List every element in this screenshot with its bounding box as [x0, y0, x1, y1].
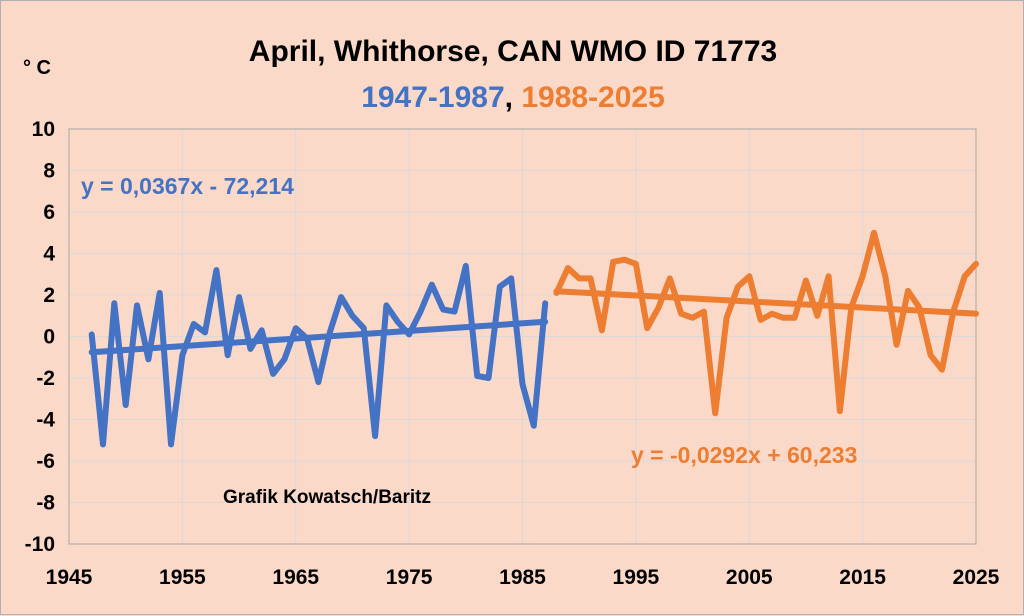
x-tick-label: 1955: [159, 566, 206, 589]
x-tick-label: 1965: [272, 566, 319, 589]
series-line-0: [88, 262, 549, 448]
y-tick-label: 2: [43, 284, 55, 307]
y-tick-label: 10: [32, 118, 55, 141]
chart-title: April, Whithorse, CAN WMO ID 71773: [249, 35, 777, 68]
x-tick-label: 1985: [499, 566, 546, 589]
subtitle-separator: ,: [505, 81, 522, 114]
y-tick-label: 0: [43, 326, 55, 349]
y-tick-label: -6: [36, 450, 55, 473]
x-tick-label: 2015: [839, 566, 886, 589]
y-tick-label: 8: [43, 160, 55, 183]
trend-equation-1988-2025: y = -0,0292x + 60,233: [631, 442, 857, 468]
x-tick-label: 1995: [613, 566, 660, 589]
y-tick-label: -10: [25, 533, 55, 556]
chart-credit: Grafik Kowatsch/Baritz: [223, 487, 431, 508]
y-tick-label: 6: [43, 201, 55, 224]
plot-area-frame: [68, 128, 977, 545]
y-axis-unit-label: ° C: [23, 57, 51, 79]
trend-line-0: [88, 318, 549, 356]
subtitle-period-2: 1988-2025: [521, 81, 664, 114]
x-tick-label: 1945: [46, 566, 93, 589]
series-line-1: [553, 229, 979, 417]
y-tick-label: -4: [36, 409, 55, 432]
axis-tick-labels: 10 8 6 4 2 0 -2 -4 -6 -8 -10 1945 1955 1965 1975 1985 19…: [25, 118, 1000, 589]
y-tick-label: -8: [36, 492, 55, 515]
y-tick-label: 4: [43, 243, 55, 266]
y-tick-label: -2: [36, 367, 55, 390]
trend-equation-1947-1987: y = 0,0367x - 72,214: [81, 173, 294, 199]
chart-subtitle: 1947-1987, 1988-2025: [361, 81, 665, 114]
x-tick-label: 2025: [953, 566, 1000, 589]
series-layer: [88, 229, 979, 448]
x-tick-label: 1975: [386, 566, 433, 589]
trend-line-1: [553, 288, 979, 317]
subtitle-period-1: 1947-1987: [361, 81, 504, 114]
x-tick-label: 2005: [726, 566, 773, 589]
